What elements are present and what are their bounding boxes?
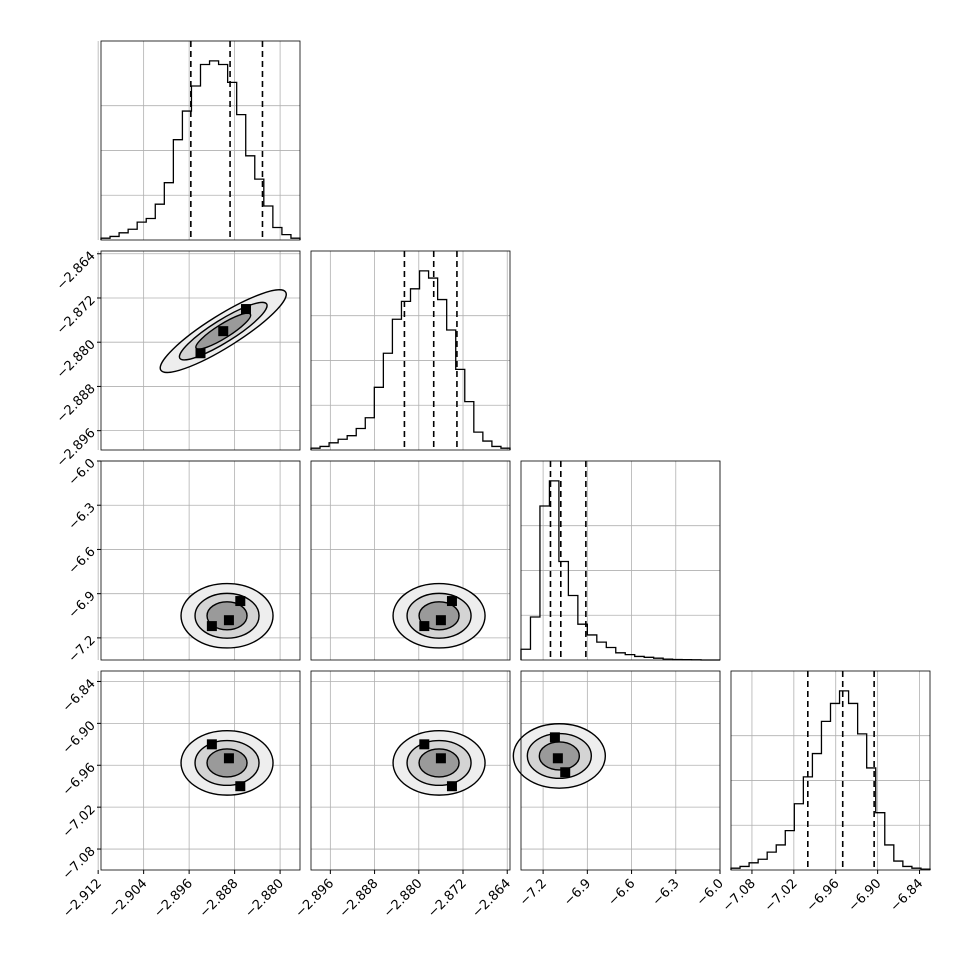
xtick-label-0: −7.08: [720, 876, 759, 915]
density-peak-2: [560, 767, 571, 778]
panel-3-0: −7.08−7.02−6.96−6.90−6.84−2.912 −2.904 −2.…: [60, 670, 301, 921]
frame: [310, 670, 511, 871]
panel-1-1: [310, 250, 511, 451]
xtick-label-2: −2.880: [381, 876, 426, 921]
xtick-label-4: −2.864: [469, 876, 514, 921]
frame: [520, 460, 721, 661]
frame: [100, 670, 301, 871]
density-peak-1: [552, 753, 563, 764]
frame: [520, 670, 721, 871]
histogram-2: [520, 480, 720, 661]
density-peak-1: [223, 753, 234, 764]
ytick-label-1: −6.9: [66, 589, 99, 622]
density-peak-0: [549, 732, 560, 743]
panel-0-0: [97, 40, 301, 241]
frame: [100, 40, 301, 241]
ytick-label-3: −6.90: [60, 718, 99, 757]
ytick-label-3: −2.872: [54, 293, 99, 338]
xtick-label-4: −2.880: [242, 876, 287, 921]
ytick-label-1: −7.02: [60, 802, 99, 841]
ytick-label-4: −2.864: [54, 249, 99, 294]
density-peak-1: [240, 304, 251, 315]
density-peak-0: [206, 739, 217, 750]
xtick-label-3: −2.872: [425, 876, 470, 921]
histogram-1: [310, 270, 511, 450]
density-peak-0: [419, 739, 430, 750]
xtick-label-3: −6.90: [846, 876, 885, 915]
frame: [100, 250, 301, 451]
frame: [310, 460, 511, 661]
xtick-label-1: −7.02: [762, 876, 801, 915]
xtick-label-3: −2.888: [197, 876, 242, 921]
panel-2-0: −7.2−6.9−6.6−6.3−6.0: [66, 456, 301, 666]
xtick-label-3: −6.3: [650, 876, 683, 909]
panel-2-1: [310, 460, 511, 661]
xtick-label-1: −2.888: [337, 876, 382, 921]
xtick-label-0: −7.2: [517, 876, 550, 909]
panel-3-2: −7.2 −6.9 −6.6 −6.3 −6.0: [512, 670, 727, 909]
histogram-3: [730, 690, 931, 870]
frame: [100, 460, 301, 661]
xtick-label-4: −6.84: [888, 876, 927, 915]
ytick-label-2: −6.6: [66, 544, 99, 577]
ytick-label-0: −7.2: [66, 633, 99, 666]
xtick-label-1: −6.9: [561, 876, 594, 909]
xtick-label-2: −6.96: [804, 876, 843, 915]
density-peak-0: [195, 348, 206, 359]
ytick-label-3: −6.3: [66, 500, 99, 533]
density-peak-0: [206, 621, 217, 632]
density-peak-2: [218, 326, 229, 337]
histogram-0: [100, 60, 301, 240]
density-peak-2: [235, 781, 246, 792]
xtick-label-2: −6.6: [605, 876, 638, 909]
xtick-label-1: −2.904: [106, 876, 151, 921]
density-peak-2: [235, 596, 246, 607]
frame: [730, 670, 931, 871]
ytick-label-2: −2.880: [54, 337, 99, 382]
panel-3-1: −2.896 −2.888 −2.880 −2.872 −2.864: [293, 670, 514, 921]
panel-3-3: −7.08 −7.02 −6.96 −6.90 −6.84: [720, 670, 931, 915]
panel-1-0: −2.896−2.888−2.880−2.872−2.864: [54, 249, 301, 470]
density-peak-2: [446, 781, 457, 792]
ytick-label-4: −6.84: [60, 677, 99, 716]
xtick-label-2: −2.896: [151, 876, 196, 921]
panel-2-2: [520, 460, 721, 661]
density-peak-1: [435, 615, 446, 626]
ytick-label-2: −6.96: [60, 760, 99, 799]
xtick-label-0: −2.912: [60, 876, 105, 921]
density-peak-0: [419, 621, 430, 632]
density-peak-1: [223, 615, 234, 626]
ytick-label-1: −2.888: [54, 381, 99, 426]
frame: [310, 250, 511, 451]
density-peak-2: [446, 596, 457, 607]
xtick-label-0: −2.896: [293, 876, 338, 921]
density-peak-1: [435, 753, 446, 764]
